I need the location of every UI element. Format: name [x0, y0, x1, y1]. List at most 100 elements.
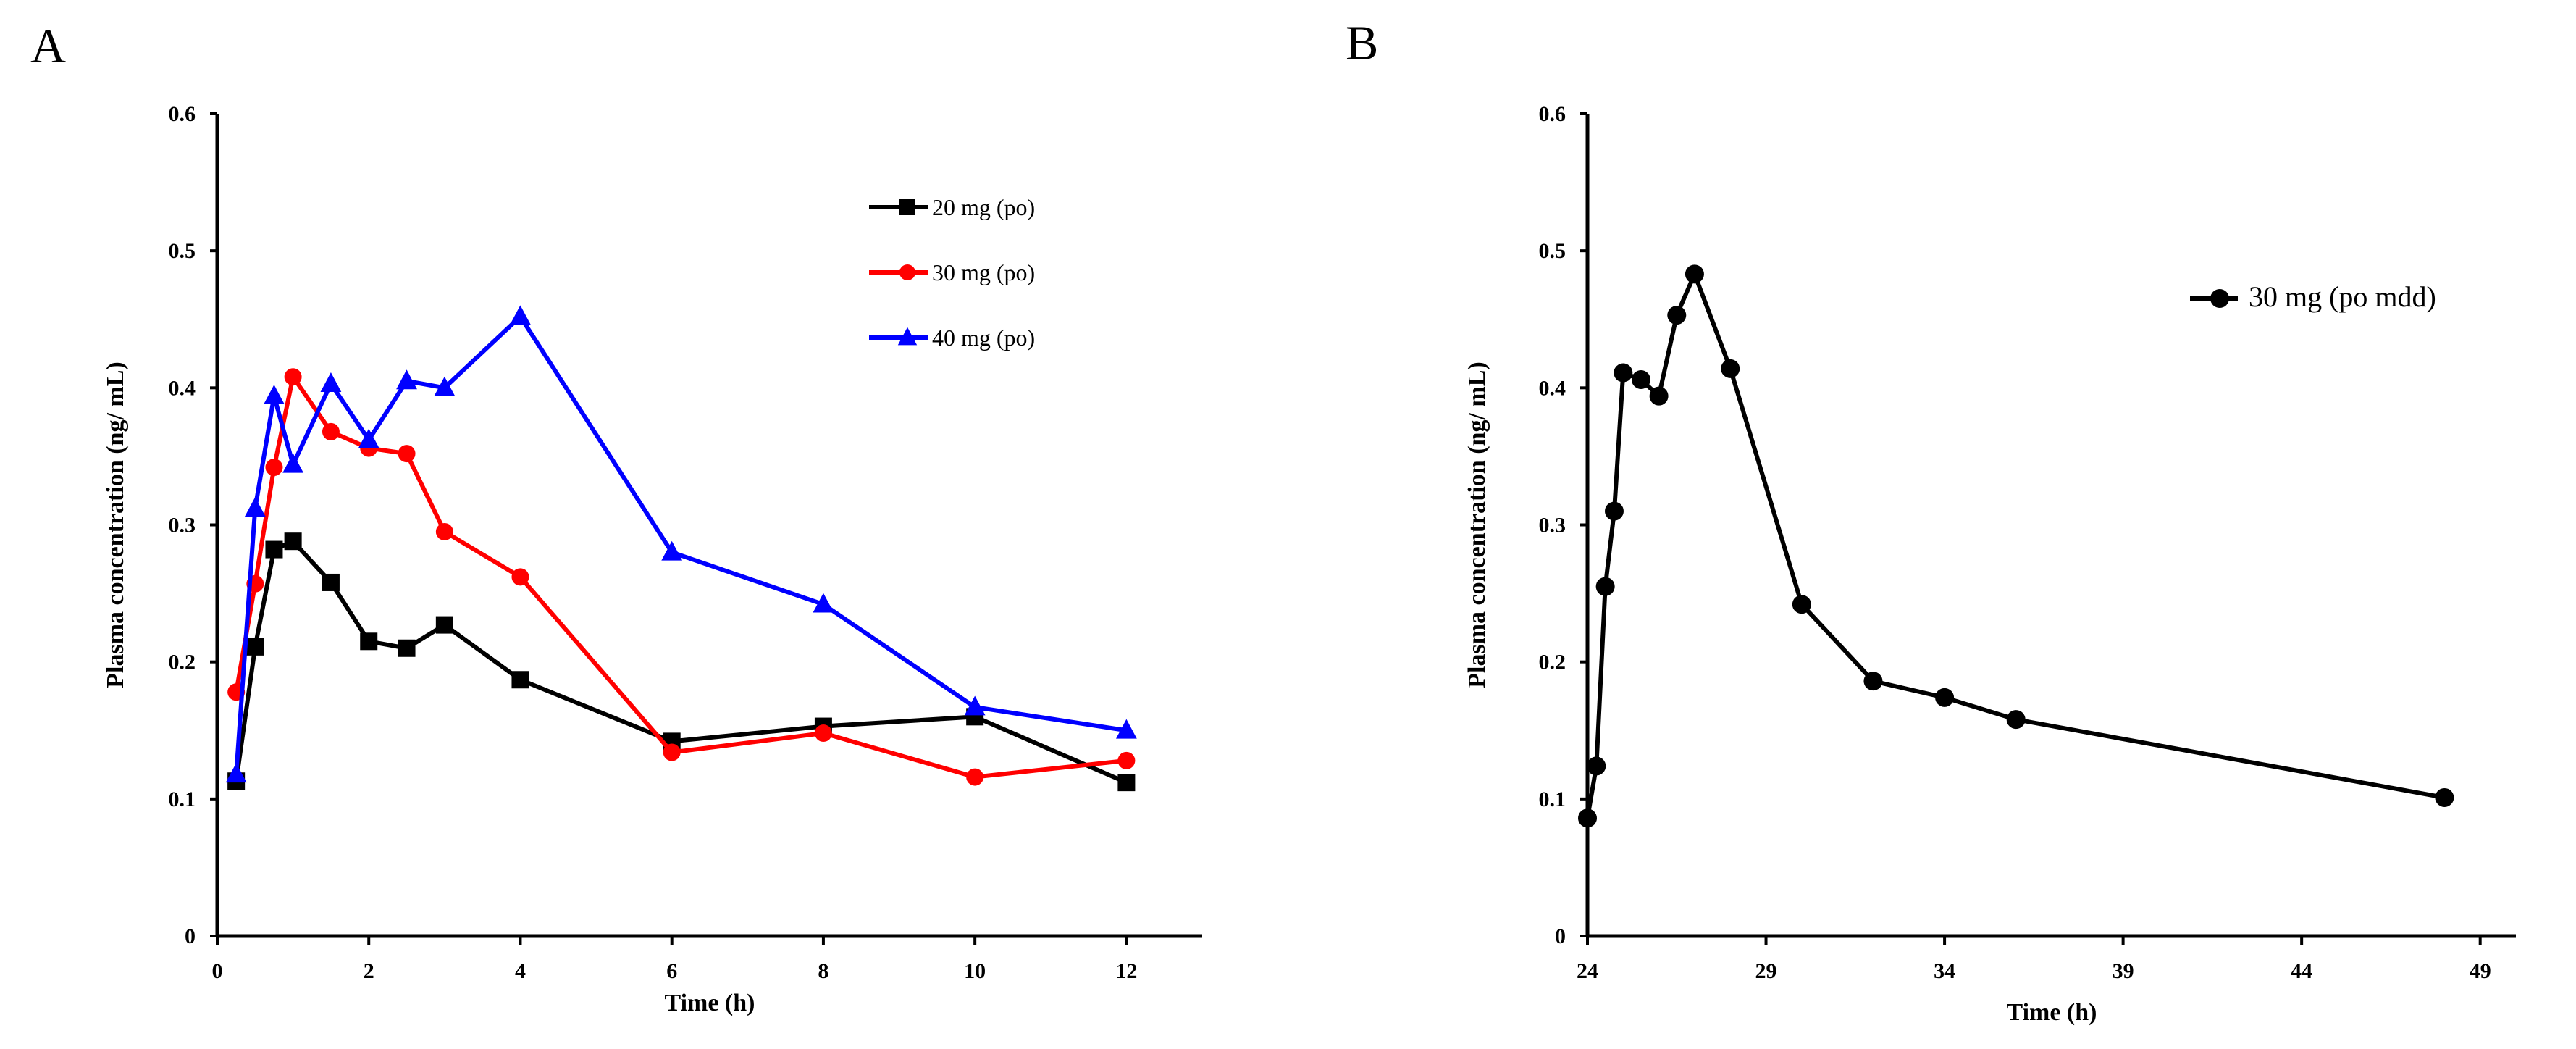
- x-tick-label: 24: [1577, 959, 1598, 983]
- data-point: [510, 305, 531, 325]
- y-tick-label: 0.1: [169, 787, 196, 811]
- data-point: [814, 724, 832, 743]
- data-point: [1863, 672, 1883, 691]
- data-point: [1587, 756, 1606, 776]
- data-point: [284, 532, 302, 551]
- x-tick-label: 34: [1934, 959, 1955, 983]
- x-tick-label: 39: [2113, 959, 2134, 983]
- panel-a-label: A: [30, 18, 66, 73]
- y-axis-title: Plasma concentration (ng/ mL): [102, 361, 129, 688]
- x-tick-label: 12: [1115, 959, 1137, 983]
- data-point: [264, 385, 285, 405]
- data-point: [246, 638, 264, 656]
- data-point: [322, 422, 340, 440]
- data-point: [434, 376, 456, 396]
- y-tick-label: 0.6: [169, 102, 196, 126]
- y-tick-label: 0.5: [1539, 239, 1566, 263]
- data-point: [284, 368, 302, 386]
- data-point: [1631, 369, 1650, 389]
- data-point: [244, 497, 266, 517]
- y-tick-label: 0.4: [1539, 376, 1566, 400]
- data-point: [435, 616, 453, 634]
- data-point: [398, 639, 416, 657]
- data-point: [320, 372, 342, 392]
- legend-label: 40 mg (po): [932, 325, 1035, 351]
- series-30-mg-po: [227, 368, 1136, 786]
- data-point: [964, 695, 986, 716]
- data-point: [358, 428, 379, 448]
- x-tick-label: 0: [212, 959, 223, 983]
- data-point: [1649, 386, 1669, 406]
- x-tick-label: 10: [964, 959, 986, 983]
- data-point: [1578, 808, 1597, 828]
- data-point: [2435, 787, 2454, 807]
- legend-label: 20 mg (po): [932, 194, 1035, 220]
- y-tick-label: 0.1: [1539, 787, 1566, 811]
- data-point: [265, 540, 283, 559]
- data-point: [2006, 710, 2026, 730]
- legend-marker: [899, 199, 915, 215]
- data-point: [511, 568, 529, 586]
- data-point: [966, 768, 984, 786]
- y-tick-label: 0.3: [169, 514, 196, 538]
- data-point: [398, 445, 416, 463]
- panel-b-label: B: [1346, 15, 1378, 70]
- data-point: [661, 540, 683, 561]
- y-tick-label: 0: [185, 924, 196, 948]
- series-line: [234, 314, 1127, 774]
- x-tick-label: 4: [515, 959, 526, 983]
- y-tick-label: 0.5: [169, 239, 196, 263]
- panel-b: B 0 0.1 0.2 0.3 0.4 0.5 0.6 24 29 34 39 44 49 Time (h…: [1346, 15, 2516, 1026]
- x-tick-label: 6: [666, 959, 677, 983]
- data-point: [1117, 751, 1136, 769]
- legend-entry: 30 mg (po mdd): [2190, 280, 2436, 313]
- y-tick-label: 0.4: [169, 376, 196, 400]
- data-point: [265, 459, 283, 477]
- data-point: [1117, 774, 1136, 792]
- y-tick-label: 0.2: [1539, 651, 1566, 674]
- data-point: [663, 743, 681, 761]
- data-point: [1604, 501, 1624, 521]
- data-point: [1685, 264, 1704, 284]
- x-tick-label: 2: [364, 959, 374, 983]
- data-point: [1721, 359, 1740, 378]
- data-point: [396, 369, 417, 390]
- legend-label: 30 mg (po): [932, 259, 1035, 285]
- legend-entry: 30 mg (po): [869, 259, 1035, 285]
- x-tick-label: 49: [2470, 959, 2491, 983]
- data-point: [282, 453, 304, 473]
- x-axis-title: Time (h): [2007, 999, 2097, 1026]
- y-tick-label: 0.3: [1539, 514, 1566, 538]
- data-point: [1792, 595, 1811, 614]
- data-point: [1614, 363, 1633, 383]
- series-40-mg-po: [225, 305, 1137, 783]
- data-point: [322, 573, 340, 591]
- legend-entry: 40 mg (po): [869, 325, 1035, 351]
- legend-marker: [899, 264, 915, 280]
- series-30-mg-po-mdd: [1578, 264, 2454, 828]
- x-tick-label: 8: [818, 959, 828, 983]
- y-axis-title: Plasma concentration (ng/ mL): [1464, 361, 1490, 688]
- series-line: [234, 539, 1128, 785]
- data-point: [511, 671, 529, 689]
- y-tick-label: 0.2: [169, 651, 196, 674]
- data-point: [1115, 719, 1137, 739]
- series-line: [1585, 272, 2445, 819]
- x-tick-label: 44: [2291, 959, 2312, 983]
- data-point: [435, 522, 453, 540]
- legend-marker: [2210, 289, 2229, 308]
- y-tick-label: 0: [1555, 924, 1566, 948]
- data-point: [225, 763, 247, 783]
- x-axis-title: Time (h): [665, 990, 755, 1016]
- data-point: [360, 632, 378, 651]
- legend-entry: 20 mg (po): [869, 194, 1035, 220]
- y-tick-label: 0.6: [1539, 102, 1566, 126]
- data-point: [1595, 577, 1615, 596]
- data-point: [1935, 688, 1955, 707]
- x-tick-label: 29: [1755, 959, 1777, 983]
- legend-marker: [897, 327, 918, 346]
- panel-a: A 0 0.1 0.2 0.3 0.4 0.5 0.6 0 2 4 6 8 10 12 Time (h) Pl…: [30, 18, 1202, 1016]
- data-point: [1667, 306, 1687, 325]
- legend-label: 30 mg (po mdd): [2249, 280, 2436, 313]
